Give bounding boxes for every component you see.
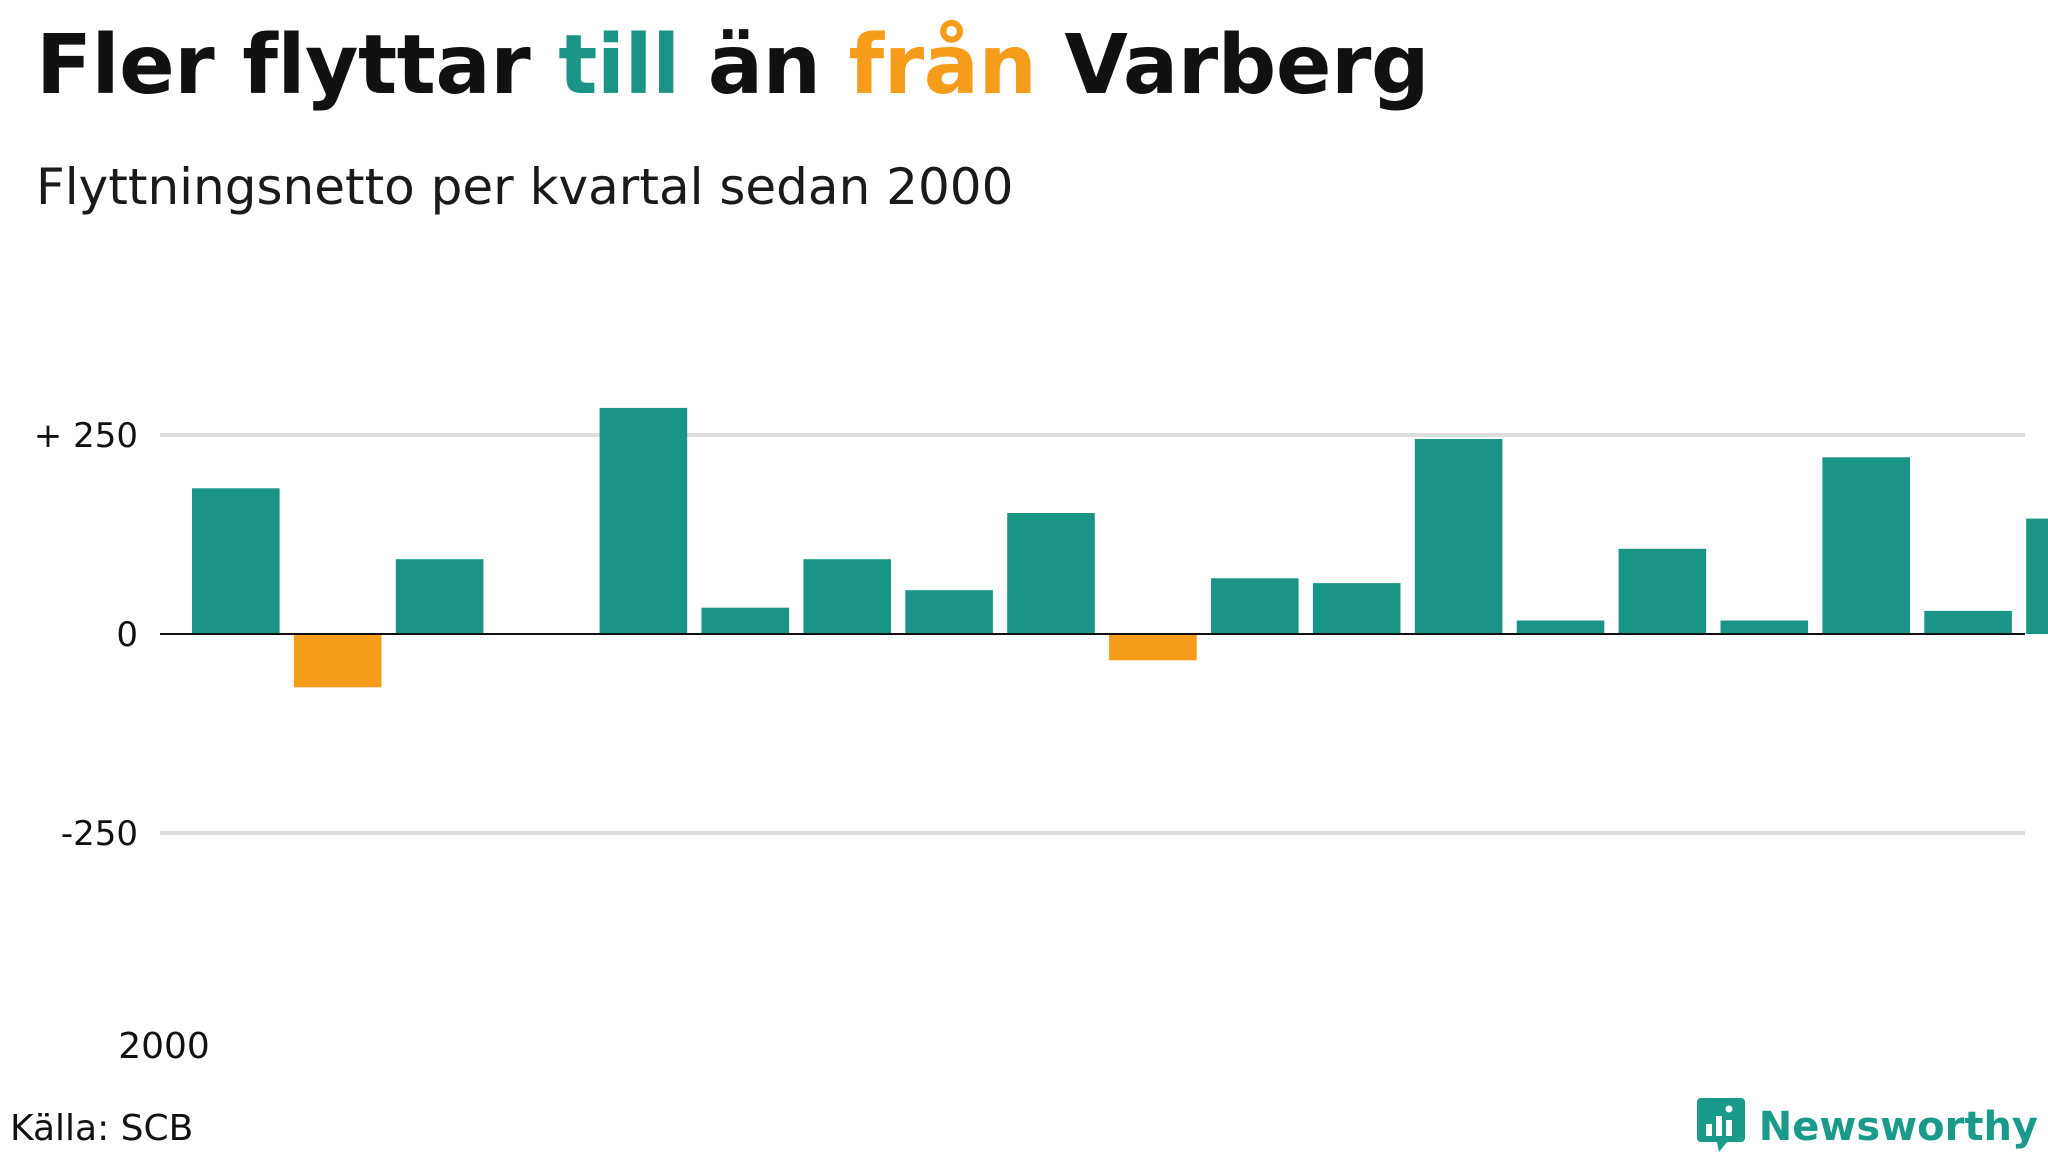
gridlines bbox=[160, 433, 2025, 835]
title-part-1: Fler flyttar bbox=[36, 18, 559, 113]
brand-name: Newsworthy bbox=[1758, 1104, 2038, 1150]
title-highlight-from: från bbox=[848, 18, 1037, 113]
brand: Newsworthy bbox=[1696, 1098, 2038, 1156]
y-tick-label: 0 bbox=[116, 615, 138, 655]
x-tick-label: 2000 bbox=[118, 1026, 210, 1067]
bar bbox=[2026, 518, 2048, 634]
bar bbox=[905, 590, 993, 634]
title-part-2: än bbox=[679, 18, 849, 113]
title-highlight-to: till bbox=[558, 18, 680, 113]
bar bbox=[293, 634, 382, 688]
title-part-3: Varberg bbox=[1036, 18, 1430, 113]
bar bbox=[1924, 610, 2012, 634]
bar-chart-speech-bubble-icon bbox=[1696, 1098, 1745, 1156]
y-tick-label: -250 bbox=[61, 814, 138, 854]
bar bbox=[1720, 620, 1809, 634]
bar bbox=[701, 607, 790, 634]
y-tick-label: + 250 bbox=[34, 416, 138, 456]
bar bbox=[192, 488, 280, 634]
bar bbox=[599, 407, 688, 634]
chart-title: Fler flyttar till än från Varberg bbox=[36, 18, 1430, 113]
bar bbox=[1516, 620, 1605, 634]
bar bbox=[1312, 583, 1401, 634]
bar bbox=[1211, 578, 1299, 634]
bar bbox=[1109, 634, 1197, 661]
chart-subtitle: Flyttningsnetto per kvartal sedan 2000 bbox=[36, 158, 1014, 216]
source-note: Källa: SCB bbox=[10, 1108, 194, 1149]
bar bbox=[395, 559, 484, 634]
bar bbox=[1822, 457, 1910, 634]
bar bbox=[1414, 439, 1503, 634]
bars bbox=[192, 407, 2048, 688]
bar bbox=[1618, 548, 1707, 634]
bar bbox=[1007, 513, 1095, 634]
bar bbox=[803, 559, 891, 634]
